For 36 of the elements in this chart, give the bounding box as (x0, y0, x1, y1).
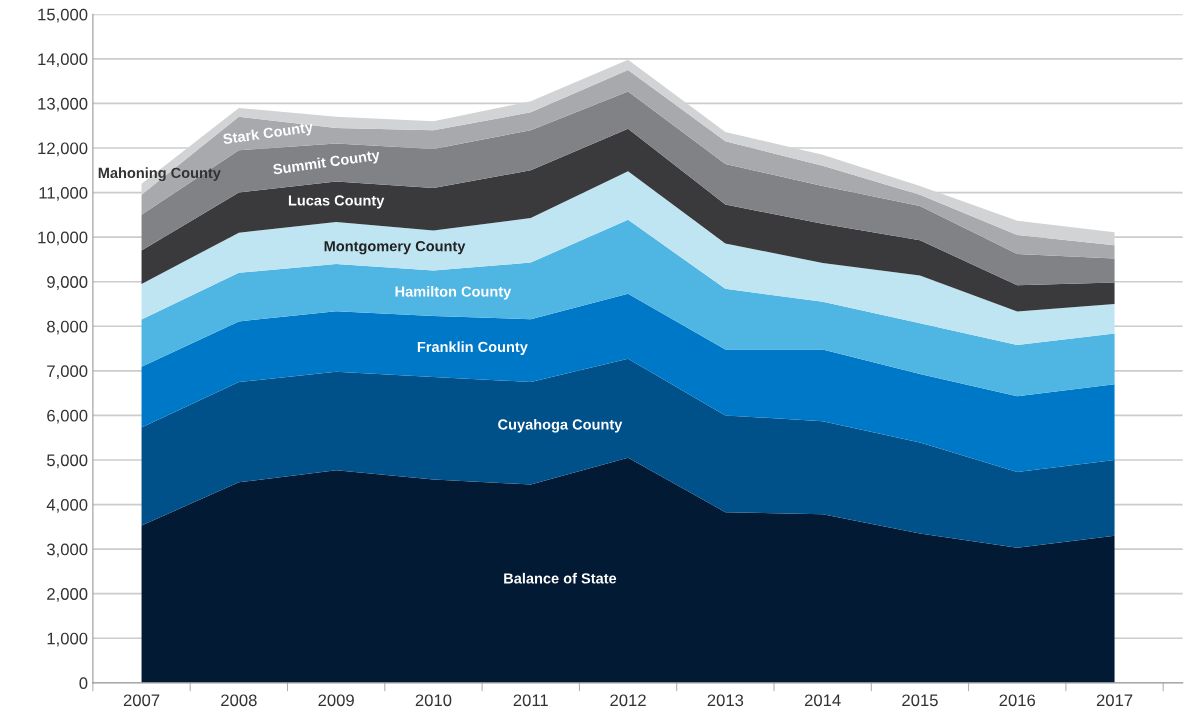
y-tick-label: 14,000 (38, 53, 88, 68)
x-tick-label: 2016 (999, 694, 1036, 707)
series-label: Cuyahoga County (498, 418, 623, 433)
y-tick-label: 0 (79, 677, 88, 690)
series-label: Summit County (272, 149, 381, 178)
x-tick-label: 2014 (804, 694, 841, 707)
series-label: Balance of State (504, 572, 617, 584)
y-tick-label: 5,000 (47, 454, 88, 469)
x-tick-label: 2013 (707, 694, 744, 707)
series-label: Stark County (222, 121, 314, 148)
y-tick-label: 3,000 (46, 543, 88, 558)
series-label: Mahoning County (98, 167, 221, 181)
y-tick-label: 10,000 (38, 231, 88, 246)
y-tick-label: 6,000 (47, 409, 88, 424)
x-tick-label: 2015 (902, 694, 938, 707)
y-tick-label: 15,000 (38, 8, 88, 23)
series-label: Lucas County (288, 195, 385, 209)
y-tick-label: 11,000 (39, 186, 88, 201)
y-tick-label: 1,000 (47, 632, 88, 647)
x-tick-label: 2012 (610, 694, 646, 707)
x-tick-label: 2011 (513, 694, 548, 707)
series-label: Hamilton County (395, 286, 512, 300)
y-tick-label: 8,000 (47, 320, 88, 335)
x-tick-label: 2017 (1096, 694, 1133, 707)
x-tick-label: 2007 (123, 694, 160, 707)
y-tick-label: 2,000 (47, 588, 88, 602)
y-tick-label: 9,000 (47, 276, 88, 290)
series-label: Franklin County (417, 341, 528, 355)
y-tick-label: 12,000 (38, 142, 88, 157)
x-tick-label: 2009 (318, 694, 354, 707)
y-tick-label: 13,000 (38, 97, 88, 112)
series-label: Montgomery County (324, 241, 466, 255)
y-tick-label: 7,000 (47, 365, 88, 380)
x-tick-label: 2010 (415, 694, 452, 707)
y-tick-label: 4,000 (46, 498, 88, 513)
x-tick-label: 2008 (221, 694, 257, 707)
